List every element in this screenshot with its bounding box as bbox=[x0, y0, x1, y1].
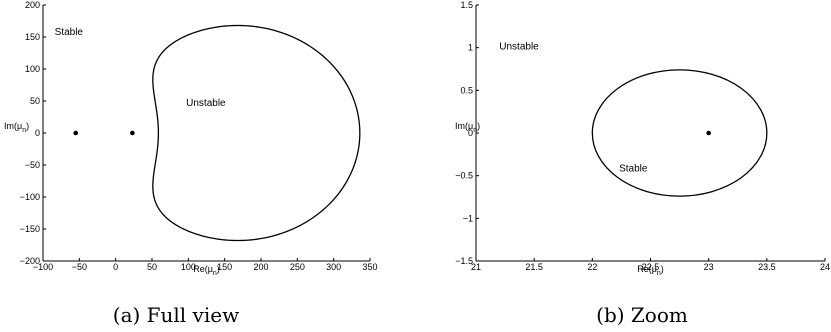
figure-caption: (b) Zoom bbox=[596, 303, 688, 327]
x-tick-label: 21 bbox=[471, 262, 481, 272]
eigenvalue-point bbox=[130, 130, 135, 136]
x-tick-label: 0 bbox=[113, 262, 118, 272]
y-axis-label: Im(μn) bbox=[4, 121, 29, 134]
y-tick-label: 50 bbox=[30, 96, 40, 106]
x-tick-label: −50 bbox=[72, 262, 87, 272]
y-tick-label: 1.5 bbox=[460, 0, 473, 10]
region-label: Unstable bbox=[186, 98, 226, 109]
y-tick-label: 0.5 bbox=[460, 85, 473, 95]
figure-caption: (a) Full view bbox=[113, 303, 239, 327]
y-tick-label: −1 bbox=[463, 213, 473, 223]
x-tick-label: 24 bbox=[820, 262, 830, 272]
stability-boundary-curve bbox=[152, 24, 361, 242]
y-tick-label: −100 bbox=[20, 192, 40, 202]
panel-zoom: 21 21.5 22 22.5 23 23.5 24 −1.5 −1 −0.5 0 0.5 1 1.5 Un… bbox=[455, 0, 830, 327]
x-axis-label: Re(μn) bbox=[637, 264, 664, 277]
x-axis-label: Re(μn) bbox=[193, 264, 220, 277]
x-tick-label: −100 bbox=[33, 262, 53, 272]
y-tick-label: −150 bbox=[20, 224, 40, 234]
y-tick-label: −50 bbox=[25, 160, 40, 170]
y-tick-label: 1 bbox=[468, 43, 473, 53]
eigenvalue-point bbox=[706, 130, 711, 136]
x-tick-label: 350 bbox=[362, 262, 377, 272]
region-label: Unstable bbox=[499, 41, 539, 52]
x-tick-label: 23 bbox=[704, 262, 714, 272]
y-axis-label: Im(μn) bbox=[455, 121, 480, 134]
x-tick-label: 22.5 bbox=[642, 262, 660, 272]
x-tick-label: 200 bbox=[253, 262, 268, 272]
y-tick-label: 150 bbox=[25, 32, 40, 42]
y-tick-label: −200 bbox=[20, 256, 40, 266]
x-tick-label: 21.5 bbox=[525, 262, 543, 272]
x-tick-label: 100 bbox=[181, 262, 196, 272]
x-tick-label: 22 bbox=[587, 262, 597, 272]
x-tick-label: 300 bbox=[326, 262, 341, 272]
y-tick-label: 100 bbox=[25, 64, 40, 74]
y-tick-label: −1.5 bbox=[455, 256, 473, 266]
x-tick-label: 23.5 bbox=[758, 262, 776, 272]
x-tick-label: 50 bbox=[147, 262, 157, 272]
y-tick-label: 200 bbox=[25, 0, 40, 10]
x-tick-label: 150 bbox=[217, 262, 232, 272]
eigenvalue-point bbox=[73, 130, 78, 136]
region-label: Stable bbox=[619, 163, 648, 174]
y-tick-label: −0.5 bbox=[455, 171, 473, 181]
x-tick-label: 250 bbox=[290, 262, 305, 272]
y-tick-label: 0 bbox=[468, 128, 473, 138]
panel-full-view: −100 −50 0 50 100 150 200 250 300 350 −200 −150 −100… bbox=[4, 0, 378, 327]
y-tick-label: 0 bbox=[35, 128, 40, 138]
region-label: Stable bbox=[55, 27, 84, 38]
stability-boundary-curve bbox=[591, 69, 768, 197]
